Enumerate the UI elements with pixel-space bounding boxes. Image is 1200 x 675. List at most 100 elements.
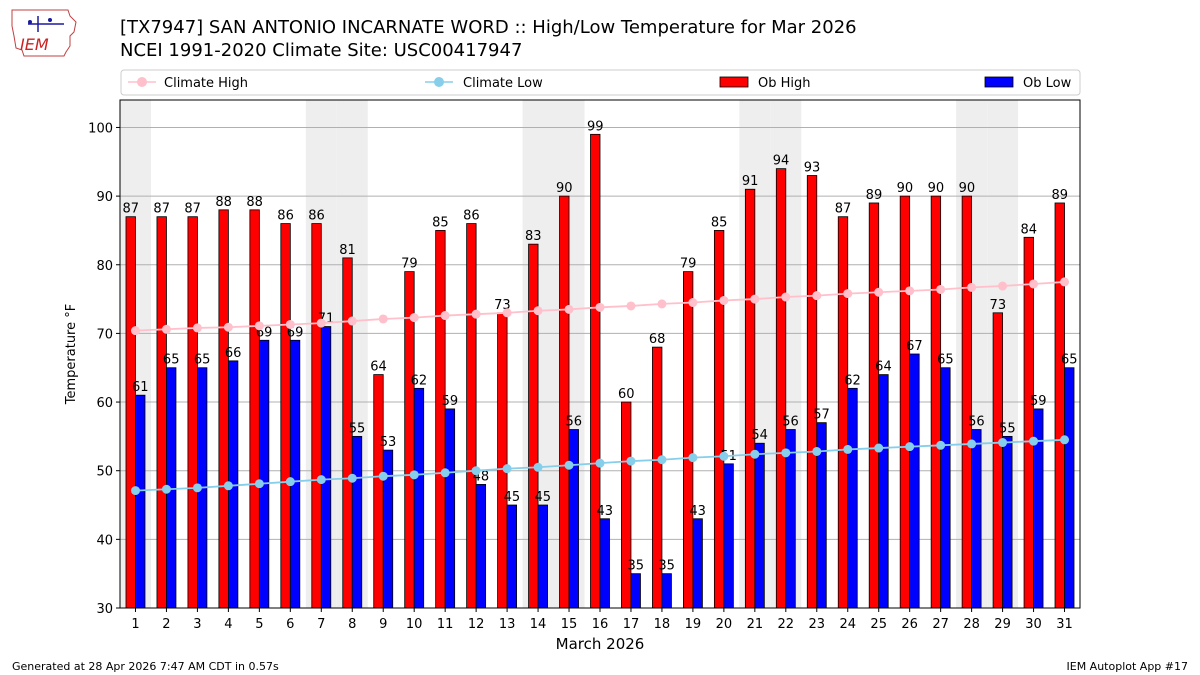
ob-low-bar — [135, 394, 146, 609]
ob-high-value-label: 73 — [990, 298, 1007, 313]
climate-high-point — [657, 299, 667, 309]
ob-high-value-label: 99 — [587, 119, 604, 134]
climate-high-point — [719, 295, 729, 305]
climate-high-point — [285, 319, 295, 329]
x-tick-label: 23 — [809, 617, 826, 632]
x-tick-label: 2 — [162, 617, 170, 632]
climate-high-point — [223, 322, 233, 332]
ob-low-bar — [413, 387, 425, 609]
climate-high-point — [440, 311, 450, 321]
ob-low-value-label: 59 — [442, 394, 459, 409]
ob-low-bar — [1064, 367, 1075, 609]
climate-high-point — [192, 323, 202, 333]
x-tick-label: 15 — [561, 617, 578, 632]
ob-low-value-label: 65 — [937, 353, 954, 368]
ob-low-value-label: 67 — [906, 339, 923, 354]
climate-low-point — [316, 475, 326, 485]
climate-high-point — [626, 301, 636, 311]
ob-low-value-label: 64 — [875, 360, 892, 375]
climate-high-point — [316, 318, 326, 328]
ob-high-value-label: 86 — [463, 209, 480, 224]
climate-high-point — [874, 287, 884, 297]
climate-high-point — [564, 304, 574, 314]
x-tick-label: 14 — [530, 617, 547, 632]
x-tick-label: 16 — [592, 617, 609, 632]
ob-low-bar — [1002, 435, 1013, 609]
ob-high-value-label: 86 — [308, 209, 325, 224]
climate-high-point — [1060, 277, 1070, 287]
ob-high-bar — [218, 209, 229, 609]
ob-low-bar — [847, 387, 858, 609]
ob-high-value-label: 89 — [866, 188, 883, 203]
climate-high-point — [905, 286, 915, 296]
climate-low-point — [1029, 436, 1039, 446]
climate-low-point — [409, 470, 419, 480]
y-tick-label: 90 — [96, 190, 113, 205]
climate-low-point — [936, 440, 946, 450]
ob-high-bar — [590, 133, 601, 609]
ob-low-value-label: 53 — [380, 435, 397, 450]
climate-low-point — [471, 466, 481, 476]
legend-ob-high-label: Ob High — [758, 76, 811, 91]
ob-low-value-label: 56 — [782, 415, 799, 430]
ob-low-bar — [258, 339, 270, 609]
ob-low-bar — [320, 326, 332, 609]
app-credit: IEM Autoplot App #17 — [1066, 660, 1189, 673]
ob-high-bar — [899, 195, 911, 609]
ob-high-value-label: 88 — [246, 195, 263, 210]
climate-high-point — [688, 298, 698, 308]
ob-high-bar — [1054, 202, 1065, 609]
climate-high-point — [347, 316, 357, 326]
x-tick-label: 5 — [255, 617, 263, 632]
ob-low-bar — [692, 518, 703, 609]
ob-low-bar — [444, 408, 456, 609]
ob-low-bar — [723, 463, 734, 609]
ob-low-bar — [568, 429, 579, 609]
ob-low-value-label: 69 — [287, 325, 304, 340]
climate-low-point — [657, 455, 667, 465]
ob-high-value-label: 87 — [122, 202, 139, 217]
ob-low-value-label: 55 — [349, 421, 366, 436]
x-tick-label: 26 — [901, 617, 918, 632]
climate-high-point — [502, 308, 512, 318]
climate-low-point — [688, 453, 698, 463]
ob-high-value-label: 64 — [370, 360, 387, 375]
ob-low-value-label: 35 — [627, 559, 644, 574]
ob-high-bar — [528, 243, 539, 609]
ob-high-value-label: 88 — [215, 195, 232, 210]
legend-frame — [120, 69, 1081, 96]
chart-title: [TX7947] SAN ANTONIO INCARNATE WORD :: H… — [120, 17, 857, 38]
ob-low-bar — [537, 504, 548, 609]
ob-high-bar — [961, 195, 973, 609]
climate-low-point — [781, 448, 791, 458]
ob-low-value-label: 65 — [1061, 353, 1078, 368]
legend-climate-high-label: Climate High — [164, 76, 248, 91]
ob-high-bar — [806, 175, 818, 609]
ob-high-value-label: 79 — [680, 257, 697, 272]
climate-high-point — [378, 314, 388, 324]
y-tick-label: 60 — [96, 396, 113, 411]
ob-high-bar — [497, 312, 508, 609]
ob-low-bar — [475, 484, 487, 609]
ob-low-value-label: 56 — [566, 415, 583, 430]
ob-high-value-label: 60 — [618, 387, 635, 402]
x-tick-label: 8 — [348, 617, 356, 632]
climate-high-point — [254, 321, 264, 331]
ob-high-bar — [311, 223, 322, 609]
climate-high-point — [967, 282, 977, 292]
climate-low-point — [750, 449, 760, 459]
ob-high-bar — [868, 202, 880, 609]
ob-low-value-label: 55 — [999, 421, 1016, 436]
x-tick-label: 13 — [499, 617, 516, 632]
climate-low-point — [626, 456, 636, 466]
ob-low-value-label: 43 — [596, 504, 613, 519]
ob-high-bar — [930, 195, 942, 609]
ob-low-bar — [599, 518, 610, 609]
climate-high-point — [130, 326, 140, 336]
climate-low-point — [347, 473, 357, 483]
x-axis-label: March 2026 — [556, 635, 645, 653]
ob-high-bar — [435, 230, 446, 609]
climate-low-point — [285, 477, 295, 487]
climate-high-point — [533, 306, 543, 316]
ob-low-value-label: 56 — [968, 415, 985, 430]
